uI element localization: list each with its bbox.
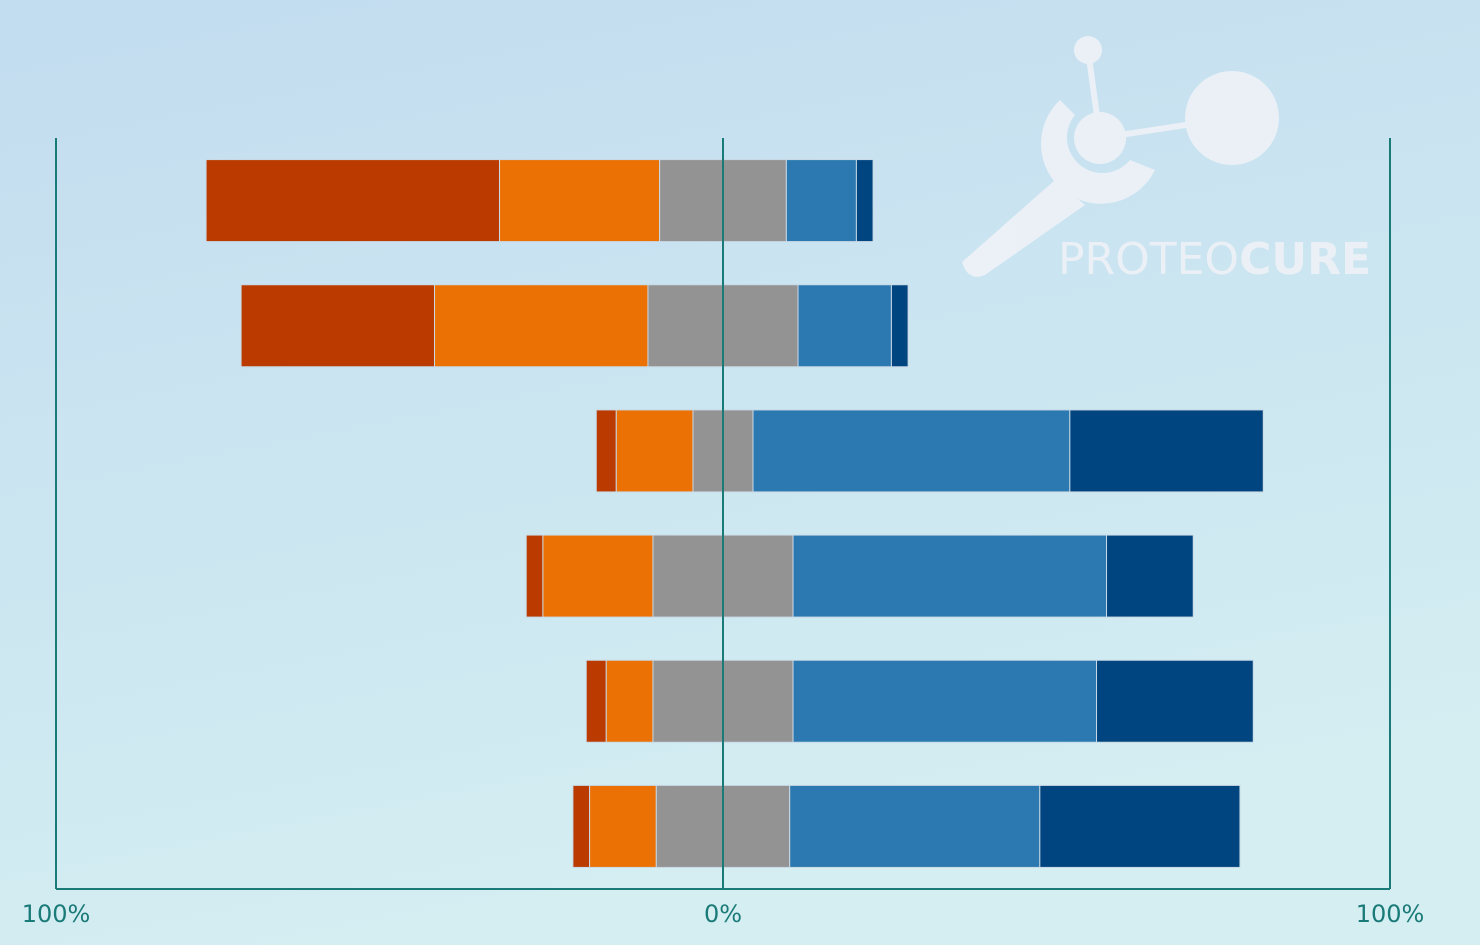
bar-segment [205,159,501,243]
bar-segment [789,784,1041,868]
bar-segment [595,409,617,493]
bar-segment [890,284,909,368]
bar-segment [240,284,436,368]
bar-segment [797,284,892,368]
logo-text: PROTEOCURE [1058,234,1371,285]
logo-text-bold: CURE [1239,234,1371,285]
bar-segment [792,659,1098,743]
logo: PROTEOCURE [962,36,1371,285]
logo-ring [1041,100,1155,204]
x-tick-label: 100% [22,900,91,928]
logo-text-light: PROTEO [1058,234,1239,285]
logo-link [1099,115,1233,141]
bar-segment [525,534,544,618]
bar-segment [434,284,649,368]
bar-segment [605,659,654,743]
logo-link [1085,49,1103,139]
bar-segment [785,159,857,243]
bar-segment [752,409,1071,493]
bar-segment [542,534,654,618]
bar-segment [615,409,694,493]
bar-segment [792,534,1108,618]
x-tick-label: 100% [1356,900,1425,928]
bar-segment [1039,784,1241,868]
bar-segment [1069,409,1264,493]
bar-segment [585,659,607,743]
bar-segment [1106,534,1194,618]
bar-segment [499,159,661,243]
bar-segment [855,159,874,243]
logo-handle [962,180,1085,277]
bar-segment [589,784,657,868]
bar-segment [572,784,591,868]
x-tick-label: 0% [704,900,742,928]
bar-segment [1096,659,1254,743]
